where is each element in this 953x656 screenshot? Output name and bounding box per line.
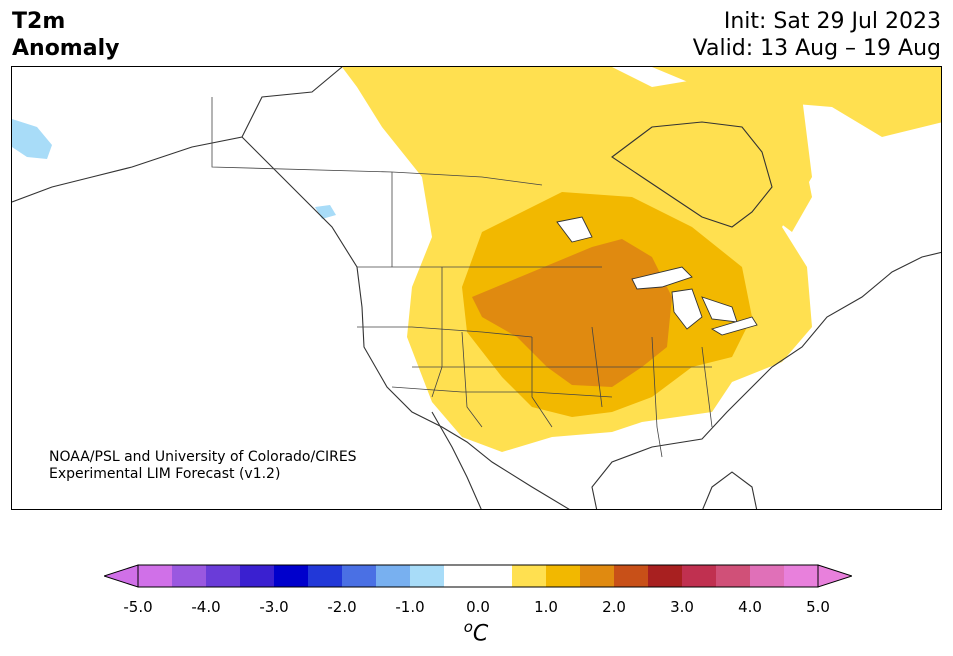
anomaly-contour-25 <box>472 239 672 387</box>
colorbar-tick-label: 4.0 <box>738 598 762 616</box>
political-borders <box>211 97 713 458</box>
init-date: Init: Sat 29 Jul 2023 <box>723 9 941 34</box>
colorbar-swatch <box>614 565 649 587</box>
colorbar-swatch <box>138 565 173 587</box>
anomaly-map <box>11 66 942 510</box>
colorbar-tick-label: 5.0 <box>806 598 830 616</box>
unit-letter: C <box>472 621 489 647</box>
unit-degree: o <box>463 618 473 636</box>
title-line-1: T2m <box>12 9 66 34</box>
colorbar-tick-label: -5.0 <box>123 598 153 616</box>
credit-text: NOAA/PSL and University of Colorado/CIRE… <box>49 449 357 483</box>
colorbar-tick-label: -3.0 <box>259 598 289 616</box>
colorbar-swatch <box>410 565 445 587</box>
colorbar-tick-label: -4.0 <box>191 598 221 616</box>
map-canvas <box>12 67 941 509</box>
colorbar-swatch <box>648 565 683 587</box>
cold-anomaly-bc <box>315 205 336 219</box>
colorbar-tick-label: 0.0 <box>466 598 490 616</box>
colorbar-unit: oC <box>464 618 489 646</box>
colorbar-tick-label: -1.0 <box>395 598 425 616</box>
anomaly-contour-05-east <box>762 147 812 232</box>
title-line-2: Anomaly <box>12 36 120 61</box>
credit-line-1: NOAA/PSL and University of Colorado/CIRE… <box>49 449 357 465</box>
map-title: T2m Anomaly <box>12 8 119 62</box>
valid-date: Valid: 13 Aug – 19 Aug <box>692 36 941 61</box>
colorbar-swatch <box>512 565 547 587</box>
colorbar-swatch <box>682 565 717 587</box>
anomaly-contour-05-north <box>652 67 941 137</box>
colorbar <box>104 564 852 588</box>
colorbar-swatch <box>478 565 513 587</box>
colorbar-swatch <box>580 565 615 587</box>
cold-anomaly-alaska <box>12 119 52 159</box>
colorbar-swatch <box>546 565 581 587</box>
colorbar-tick-label: 1.0 <box>534 598 558 616</box>
colorbar-swatch <box>376 565 411 587</box>
coastlines <box>12 67 941 509</box>
colorbar-swatch <box>206 565 241 587</box>
colorbar-swatch <box>308 565 343 587</box>
colorbar-swatch <box>444 565 479 587</box>
great-lakes <box>556 216 758 336</box>
colorbar-swatch <box>172 565 207 587</box>
colorbar-swatch <box>240 565 275 587</box>
colorbar-tick-label: -2.0 <box>327 598 357 616</box>
colorbar-over-arrow <box>817 564 852 588</box>
colorbar-swatch <box>716 565 751 587</box>
colorbar-under-arrow <box>104 564 139 588</box>
colorbar-tick-label: 3.0 <box>670 598 694 616</box>
date-info: Init: Sat 29 Jul 2023 Valid: 13 Aug – 19… <box>693 8 941 62</box>
colorbar-swatch <box>784 565 819 587</box>
credit-line-2: Experimental LIM Forecast (v1.2) <box>49 466 281 482</box>
colorbar-swatch <box>342 565 377 587</box>
colorbar-tick-label: 2.0 <box>602 598 626 616</box>
colorbar-swatch <box>750 565 785 587</box>
colorbar-swatch <box>274 565 309 587</box>
